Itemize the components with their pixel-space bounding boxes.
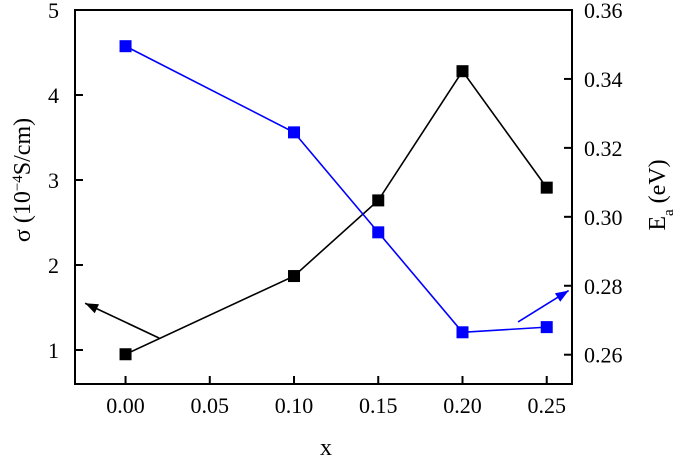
x-tick-label: 0.00 — [106, 393, 145, 418]
y-left-title-main: σ (10 — [10, 191, 36, 242]
y-left-axis-title: σ (10−4S/cm) — [10, 118, 36, 242]
series-0-point — [372, 194, 385, 207]
y-left-title-sup: −4 — [10, 175, 26, 191]
y-left-tick-label: 3 — [48, 168, 59, 193]
series-0-point — [456, 65, 469, 78]
y-left-tick-label: 1 — [48, 338, 59, 363]
x-tick-label: 0.15 — [359, 393, 398, 418]
y-left-tick-label: 5 — [48, 0, 59, 23]
y-right-tick-label: 0.28 — [584, 274, 623, 299]
y-right-tick-label: 0.34 — [584, 67, 623, 92]
series-1-point — [540, 321, 553, 334]
y-right-title-sub: a — [661, 209, 677, 216]
series-1-line — [125, 45, 547, 334]
series-1-point — [456, 326, 469, 339]
arrows — [84, 289, 570, 339]
y-right-tick-label: 0.30 — [584, 205, 623, 230]
y-right-title-rest: (eV) — [645, 159, 671, 209]
x-tick-label: 0.20 — [443, 393, 482, 418]
series-0-point — [540, 181, 553, 194]
y-right-title-main: E — [645, 216, 671, 231]
series-1-point — [119, 40, 132, 53]
ticks: 0.00 0.05 0.10 0.15 0.20 0.25 1 2 3 4 5 0.26 0.28 0.3… — [48, 0, 623, 418]
series-1-point — [288, 126, 301, 139]
y-left-tick-label: 4 — [48, 83, 59, 108]
y-right-tick-label: 0.26 — [584, 343, 623, 368]
y-left-title-rest: S/cm) — [10, 118, 36, 175]
y-right-tick-label: 0.32 — [584, 136, 623, 161]
series-0-point — [119, 348, 132, 361]
x-axis-title: x — [320, 435, 332, 456]
axes — [74, 9, 573, 385]
y-right-tick-label: 0.36 — [584, 0, 623, 23]
series-0-line — [125, 69, 548, 355]
arrow-0-head — [85, 303, 100, 314]
series-1-point — [372, 226, 385, 239]
x-tick-label: 0.10 — [275, 393, 314, 418]
y-left-tick-label: 2 — [48, 253, 59, 278]
arrow-0-shaft — [84, 302, 160, 339]
series-0-point — [288, 270, 301, 283]
arrow-1-head — [554, 290, 569, 302]
x-tick-label: 0.05 — [191, 393, 230, 418]
x-tick-label: 0.25 — [527, 393, 566, 418]
series — [119, 40, 553, 361]
plot-frame — [74, 9, 573, 385]
y-right-axis-title: Ea (eV) — [645, 159, 677, 230]
